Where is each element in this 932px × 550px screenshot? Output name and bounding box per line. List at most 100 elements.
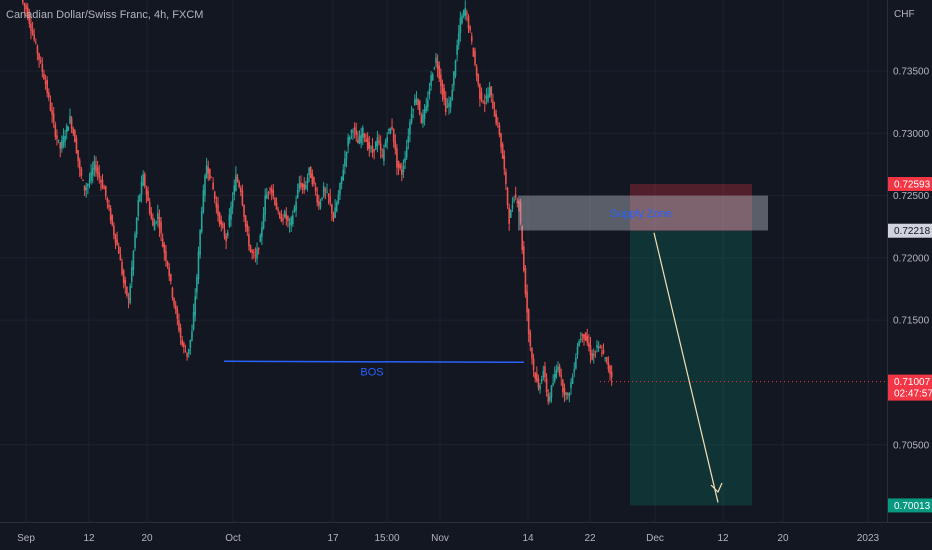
candle-down (285, 214, 288, 220)
candle-down (75, 138, 78, 154)
candle-down (114, 234, 117, 243)
candle-up (596, 344, 598, 348)
candle-up (137, 200, 140, 216)
candle-down (257, 248, 260, 250)
candle-down (25, 5, 27, 10)
candle-up (196, 277, 198, 293)
candle-up (264, 195, 266, 215)
candle-down (492, 100, 494, 109)
candle-down (470, 36, 473, 42)
candle-up (199, 229, 201, 255)
candle-down (516, 200, 519, 204)
candle-down (500, 133, 502, 148)
candle-down (56, 135, 58, 140)
candle-down (41, 64, 44, 72)
candle-down (59, 142, 62, 149)
candle-up (553, 374, 556, 382)
candle-down (158, 216, 161, 229)
candle-up (348, 137, 351, 140)
candle-down (243, 205, 245, 217)
candle-down (536, 373, 538, 381)
candle-up (140, 182, 143, 195)
candle-up (295, 201, 297, 211)
chart-title: Canadian Dollar/Swiss Franc, 4h, FXCM (6, 9, 204, 21)
candle-down (236, 177, 239, 182)
candle-down (301, 183, 304, 188)
price-axis[interactable]: 0.73500 0.73000 0.72500 0.72000 0.71500 0.705… (893, 67, 930, 452)
candle-up (360, 134, 362, 143)
candle-down (506, 187, 509, 206)
candle-down (181, 339, 184, 346)
candle-up (308, 167, 310, 176)
candle-up (200, 211, 203, 232)
candle-down (477, 74, 480, 85)
price-axis-tick-label: 0.73500 (893, 67, 930, 78)
candle-down (103, 187, 105, 190)
candle-down (44, 80, 47, 85)
candle-down (147, 191, 149, 201)
candle-down (527, 309, 530, 334)
candle-up (142, 174, 144, 186)
candle-up (85, 187, 88, 190)
candle-down (31, 30, 34, 35)
candle-down (101, 179, 104, 188)
candle-down (98, 172, 101, 178)
candle-up (305, 184, 307, 189)
candle-up (350, 130, 353, 133)
supply-zone-box[interactable] (518, 195, 768, 231)
candle-down (127, 297, 130, 300)
candle-down (440, 74, 442, 86)
candle-down (537, 378, 540, 388)
candle-up (549, 396, 551, 401)
candle-up (402, 165, 405, 173)
candle-down (161, 238, 164, 247)
candle-down (581, 333, 584, 336)
candle-down (184, 351, 187, 353)
candle-up (293, 207, 296, 212)
candle-up (540, 378, 543, 382)
candle-down (496, 123, 499, 125)
stop-loss-area (630, 184, 752, 231)
candle-down (267, 192, 270, 194)
time-axis-tick-label: Dec (646, 533, 664, 544)
entry-price-tag: 0.72218 (894, 226, 931, 237)
candle-down (353, 127, 356, 131)
candle-up (91, 168, 94, 176)
chart-annotations[interactable]: BOS Supply Zone (223, 195, 887, 503)
candle-up (129, 285, 131, 304)
candle-down (474, 50, 476, 65)
candlestick-series (22, 0, 613, 405)
target-price-tag: 0.70013 (894, 501, 931, 512)
projection-arrowhead-icon (710, 482, 723, 494)
candle-down (121, 261, 123, 275)
candle-up (448, 103, 450, 107)
candle-up (386, 136, 388, 143)
candle-up (132, 251, 135, 270)
candle-down (303, 184, 306, 191)
candle-up (296, 189, 299, 198)
candle-up (431, 73, 434, 81)
candle-down (145, 188, 148, 195)
candle-up (485, 96, 488, 99)
candle-down (244, 215, 247, 227)
candle-down (482, 101, 484, 103)
candle-down (610, 371, 613, 378)
candle-down (371, 146, 374, 153)
candle-down (217, 204, 219, 216)
candle-down (144, 174, 146, 187)
candle-down (368, 142, 371, 149)
candle-up (57, 139, 60, 141)
candle-up (340, 176, 343, 184)
candle-down (23, 3, 26, 6)
candle-up (410, 113, 413, 123)
candle-down (331, 204, 333, 214)
candle-up (322, 185, 325, 197)
candle-down (545, 378, 548, 393)
short-position-tool[interactable] (630, 184, 752, 506)
candle-down (246, 224, 249, 232)
time-axis[interactable]: Sep 12 20 Oct 17 15:00 Nov 14 22 Dec 12 20 2023 (17, 533, 879, 544)
candle-up (191, 331, 193, 341)
candle-down (72, 128, 75, 134)
candle-down (116, 239, 118, 246)
